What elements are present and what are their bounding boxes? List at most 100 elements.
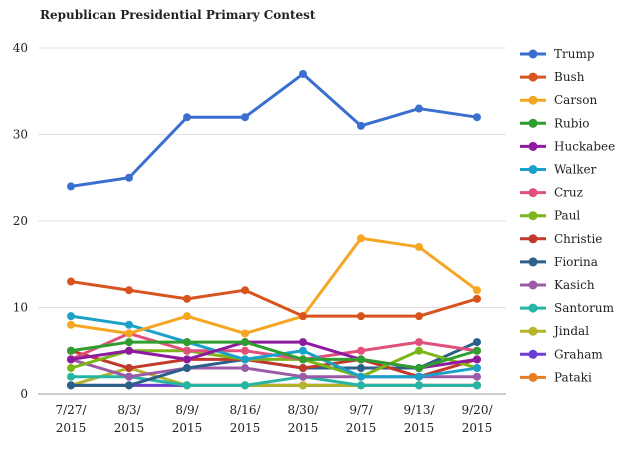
point-santorum xyxy=(67,372,75,381)
series-line-carson xyxy=(69,236,479,335)
point-carson xyxy=(183,312,191,321)
point-fiorina xyxy=(357,364,365,373)
point-carson xyxy=(125,329,133,338)
point-rubio xyxy=(67,346,75,355)
point-kasich xyxy=(125,372,133,381)
point-walker xyxy=(67,312,75,321)
point-huckabee xyxy=(299,338,307,347)
point-bush xyxy=(299,312,307,321)
point-santorum xyxy=(473,381,481,390)
legend-marker-huckabee xyxy=(528,141,538,151)
point-carson xyxy=(357,234,365,243)
point-huckabee xyxy=(67,355,75,364)
x-tick-label: 9/20/2015 xyxy=(462,403,494,435)
y-tick-label: 20 xyxy=(13,214,28,228)
legend-marker-graham xyxy=(528,349,538,359)
legend-label-christie: Christie xyxy=(554,232,602,246)
point-santorum xyxy=(357,381,365,390)
series-line-christie xyxy=(69,349,479,379)
point-huckabee xyxy=(473,355,481,364)
series-line-walker xyxy=(69,314,479,379)
y-tick-label: 0 xyxy=(20,387,28,401)
point-walker xyxy=(357,372,365,381)
point-paul xyxy=(415,346,423,355)
x-tick-label: 7/27/2015 xyxy=(56,403,88,435)
point-bush xyxy=(357,312,365,321)
point-rubio xyxy=(241,338,249,347)
legend-marker-rubio xyxy=(528,118,538,128)
y-tick-label: 10 xyxy=(13,301,28,315)
point-carson xyxy=(67,320,75,329)
point-cruz xyxy=(415,338,423,347)
legend-marker-pataki xyxy=(528,372,538,382)
point-cruz xyxy=(241,346,249,355)
point-fiorina xyxy=(67,381,75,390)
point-fiorina xyxy=(473,338,481,347)
legend-label-fiorina: Fiorina xyxy=(554,255,598,269)
point-kasich xyxy=(299,372,307,381)
point-trump xyxy=(415,104,423,113)
x-tick-label: 9/13/2015 xyxy=(404,403,436,435)
series-line-rubio xyxy=(69,340,479,370)
point-trump xyxy=(125,173,133,182)
y-tick-label: 40 xyxy=(13,41,28,55)
point-kasich xyxy=(241,364,249,373)
legend-label-santorum: Santorum xyxy=(554,301,615,315)
point-fiorina xyxy=(125,381,133,390)
x-tick-label: 8/9/2015 xyxy=(172,403,203,435)
series-line-santorum xyxy=(69,375,479,387)
y-tick-label: 30 xyxy=(13,128,28,142)
legend-label-trump: Trump xyxy=(554,47,595,61)
point-trump xyxy=(67,182,75,191)
point-walker xyxy=(299,346,307,355)
legend-marker-cruz xyxy=(528,188,538,198)
point-trump xyxy=(473,113,481,122)
point-rubio xyxy=(473,346,481,355)
point-fiorina xyxy=(183,364,191,373)
series-line-trump xyxy=(69,72,479,188)
point-bush xyxy=(473,294,481,303)
legend-marker-trump xyxy=(528,49,538,59)
point-trump xyxy=(241,113,249,122)
point-santorum xyxy=(183,381,191,390)
x-tick-label: 8/16/2015 xyxy=(230,403,262,435)
point-christie xyxy=(125,364,133,373)
legend-marker-walker xyxy=(528,165,538,174)
point-rubio xyxy=(125,338,133,347)
point-walker xyxy=(125,320,133,329)
legend-label-rubio: Rubio xyxy=(554,116,590,130)
point-bush xyxy=(183,294,191,303)
point-cruz xyxy=(183,346,191,355)
point-bush xyxy=(241,286,249,295)
legend-marker-carson xyxy=(528,95,538,105)
point-jindal xyxy=(299,381,307,390)
point-walker xyxy=(415,372,423,381)
legend-label-huckabee: Huckabee xyxy=(554,139,615,153)
x-tick-label: 8/30/2015 xyxy=(288,403,320,435)
legend-label-jindal: Jindal xyxy=(552,324,589,338)
point-bush xyxy=(67,277,75,286)
legend-marker-christie xyxy=(528,234,538,244)
point-rubio xyxy=(415,364,423,373)
legend-marker-jindal xyxy=(528,326,538,336)
legend-label-cruz: Cruz xyxy=(554,186,583,200)
legend-marker-fiorina xyxy=(528,257,538,267)
point-huckabee xyxy=(125,346,133,355)
legend-label-pataki: Pataki xyxy=(554,370,592,384)
legend-label-graham: Graham xyxy=(554,347,603,361)
point-trump xyxy=(357,121,365,130)
point-carson xyxy=(415,242,423,251)
x-tick-label: 9/7/2015 xyxy=(346,403,377,435)
point-walker xyxy=(241,355,249,364)
legend-marker-paul xyxy=(528,211,538,221)
point-santorum xyxy=(241,381,249,390)
point-paul xyxy=(67,364,75,373)
legend-label-carson: Carson xyxy=(554,93,597,107)
legend-label-walker: Walker xyxy=(554,163,597,177)
point-walker xyxy=(473,364,481,373)
point-trump xyxy=(183,113,191,122)
legend-marker-kasich xyxy=(528,280,538,290)
point-bush xyxy=(415,312,423,321)
series-line-bush xyxy=(69,280,479,318)
